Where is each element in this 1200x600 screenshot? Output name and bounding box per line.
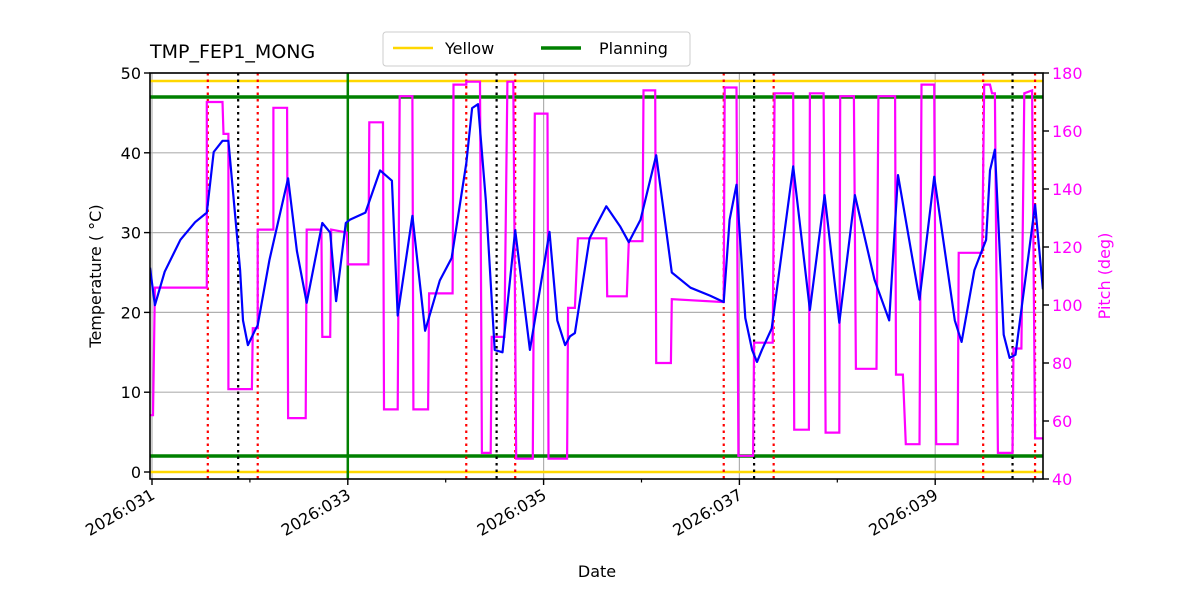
y2-axis-title: Pitch (deg) xyxy=(1095,233,1114,320)
y2-tick-label: 100 xyxy=(1052,296,1083,315)
temperature-series-line xyxy=(150,102,1043,363)
legend-label-yellow: Yellow xyxy=(444,39,494,58)
chart-title: TMP_FEP1_MONG xyxy=(149,41,315,63)
y-tick-label: 50 xyxy=(121,64,141,83)
y2-tick-label: 180 xyxy=(1052,64,1083,83)
y-axis-title: Temperature ( °C) xyxy=(86,204,105,348)
y-tick-label: 40 xyxy=(121,144,141,163)
y2-tick-label: 80 xyxy=(1052,354,1072,373)
y-axis-temperature: 0 10 20 30 40 50 xyxy=(121,64,150,482)
y-axis-pitch: 40 60 80 100 120 140 160 180 xyxy=(1043,64,1083,489)
y2-tick-label: 160 xyxy=(1052,122,1083,141)
pitch-series-line xyxy=(150,80,1043,460)
y-tick-label: 20 xyxy=(121,303,141,322)
y2-tick-label: 140 xyxy=(1052,180,1083,199)
y-tick-label: 30 xyxy=(121,224,141,243)
y2-tick-label: 40 xyxy=(1052,470,1072,489)
y2-tick-label: 120 xyxy=(1052,238,1083,257)
legend-label-planning: Planning xyxy=(599,39,668,58)
y-tick-label: 0 xyxy=(131,463,141,482)
plot-frame xyxy=(149,72,1044,480)
y2-tick-label: 60 xyxy=(1052,412,1072,431)
x-axis-title: Date xyxy=(578,562,616,581)
y-tick-label: 10 xyxy=(121,383,141,402)
plot-area xyxy=(149,72,1044,480)
legend-box xyxy=(382,31,691,67)
legend: Yellow Planning xyxy=(382,31,691,67)
